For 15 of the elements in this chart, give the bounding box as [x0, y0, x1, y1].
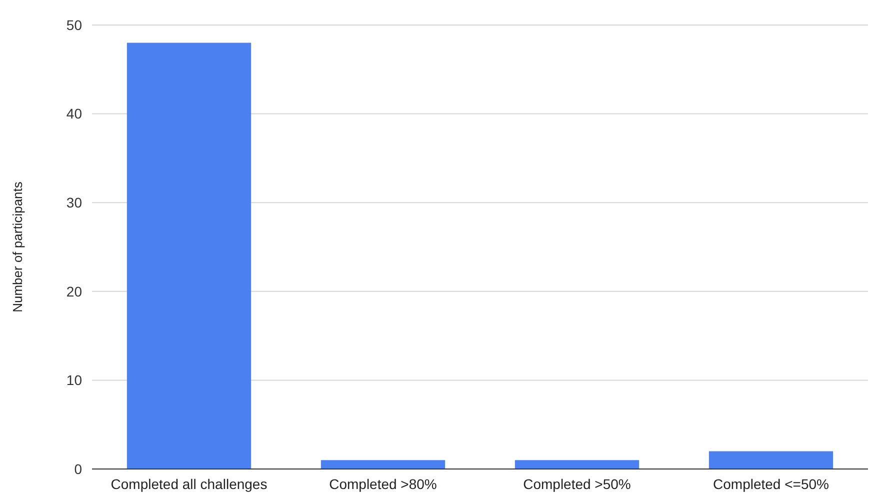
bar — [514, 460, 640, 469]
y-tick-label: 40 — [66, 106, 82, 122]
x-tick-label: Completed all challenges — [110, 476, 268, 492]
bar — [126, 42, 252, 469]
y-tick-label: 20 — [66, 283, 82, 300]
x-tick-label: Completed >50% — [523, 476, 631, 492]
y-tick-label: 10 — [66, 372, 82, 388]
x-tick-label: Completed <=50% — [713, 476, 829, 492]
bar — [708, 451, 834, 469]
x-tick-label: Completed >80% — [329, 476, 437, 492]
y-tick-label: 30 — [66, 194, 82, 210]
y-tick-label: 50 — [66, 16, 82, 33]
y-axis-title: Number of participants — [10, 181, 25, 312]
y-tick-label: 0 — [74, 460, 82, 477]
bar — [320, 460, 446, 469]
